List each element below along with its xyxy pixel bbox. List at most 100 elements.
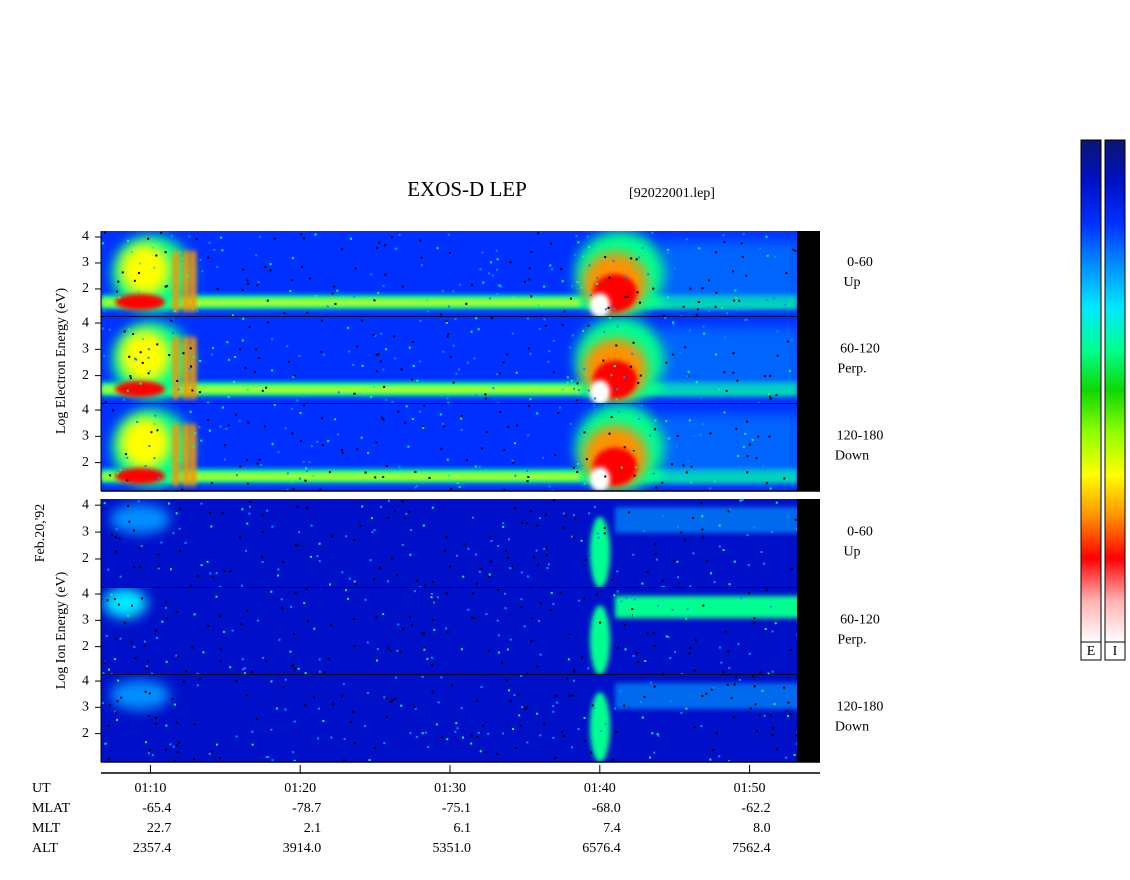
spectrogram-speckle [145,667,148,670]
spectrogram-speckle [247,282,250,285]
spectrogram-speckle [539,602,542,605]
spectrogram-speckle [608,335,611,338]
spectrogram-speckle [692,516,695,519]
spectrogram-speckle [287,360,290,363]
spectrogram-speckle [200,439,203,442]
spectrogram-speckle [728,583,731,586]
spectrogram-speckle [576,281,579,284]
y-tick-label: 2 [82,455,89,470]
spectrogram-speckle [588,246,591,249]
spectrogram-speckle [608,306,611,309]
spectrogram-speckle [277,450,280,453]
spectrogram-speckle [663,314,666,317]
spectrogram-speckle [359,525,362,528]
spectrogram-speckle [528,278,531,281]
spectrogram-speckle [227,424,230,427]
spectrogram-speckle [192,445,195,448]
spectrogram-speckle [176,751,179,754]
spectrogram-speckle [794,518,797,521]
spectrogram [101,317,797,404]
y-tick-label: 3 [82,342,89,357]
spectrogram-speckle [393,335,396,338]
spectrogram-speckle [266,299,269,302]
spectrogram-speckle [713,480,716,483]
spectrogram-speckle [127,504,130,507]
spectrogram-speckle [665,441,668,444]
spectrogram-speckle [341,451,344,454]
spectrogram-speckle [772,297,775,300]
spectrogram-speckle [718,545,721,548]
spectrogram-speckle [170,234,173,237]
spectrogram-speckle [419,586,422,588]
spectrogram-speckle [165,748,168,751]
spectrogram-speckle [771,630,774,633]
spectrogram-speckle [616,590,619,593]
spectrogram-speckle [413,590,416,593]
spectrogram-speckle [512,461,515,464]
spectrogram-speckle [144,464,147,467]
spectrogram-speckle [724,630,727,633]
spectrogram-speckle [245,694,248,697]
spectrogram-speckle [256,462,259,465]
spectrogram-speckle [362,479,365,482]
spectrogram-speckle [757,435,760,438]
spectrogram-speckle [164,606,167,609]
spectrogram-speckle [219,757,222,760]
spectrogram-speckle [682,305,685,308]
spectrogram-speckle [107,757,110,760]
spectrogram-speckle [520,598,523,601]
spectrogram-speckle [694,639,697,642]
spectrogram-speckle [713,581,716,584]
spectrogram-speckle [715,731,718,734]
spectrogram-speckle [262,308,265,311]
spectrogram-speckle [623,275,626,278]
spectrogram-speckle [362,395,365,398]
spectrogram-speckle [775,748,778,751]
spectrogram-speckle [269,263,272,266]
spectrogram-speckle [578,599,581,602]
spectrogram-speckle [459,283,462,286]
spectrogram-speckle [317,707,320,710]
spectrogram-speckle [676,560,679,563]
spectrogram-speckle [602,359,605,362]
spectrogram-speckle [211,353,214,356]
spectrogram-speckle [611,579,614,582]
spectrogram-speckle [547,360,550,363]
spectrogram-speckle [571,694,574,697]
spectrogram-speckle [104,401,107,404]
spectrogram-speckle [604,308,607,311]
panel-label: 120-180 [837,700,884,715]
spectrogram-speckle [292,664,295,667]
spectrogram-speckle [130,250,133,253]
spectrogram-speckle [270,680,273,683]
spectrogram-speckle [640,404,643,407]
spectrogram-speckle [117,603,120,606]
spectrogram-speckle [241,289,244,292]
spectrogram-speckle [173,703,176,706]
spectrogram-streak [190,251,196,312]
spectrogram-speckle [104,742,107,745]
spectrogram-speckle [470,616,473,619]
panel-sublabel: Up [843,545,860,560]
spectrogram-speckle [458,486,461,489]
spectrogram-speckle [550,591,553,594]
spectrogram-speckle [632,614,635,617]
spectrogram-speckle [225,427,228,430]
spectrogram-speckle [665,635,668,638]
spectrogram-speckle [115,711,118,714]
spectrogram-speckle [783,686,786,689]
spectrogram-speckle [426,310,429,313]
spectrogram-speckle [569,297,572,300]
spectrogram-speckle [178,550,181,553]
spectrogram-speckle [190,365,193,368]
spectrogram-speckle [420,256,423,259]
spectrogram-speckle [294,543,297,546]
spectrogram-speckle [223,458,226,461]
spectrogram-speckle [199,258,202,261]
spectrogram-speckle [545,554,548,557]
spectrogram-speckle [684,346,687,349]
spectrogram-speckle [538,328,541,331]
spectrogram-speckle [537,563,540,566]
spectrogram-speckle [732,352,735,355]
spectrogram-speckle [273,404,276,407]
